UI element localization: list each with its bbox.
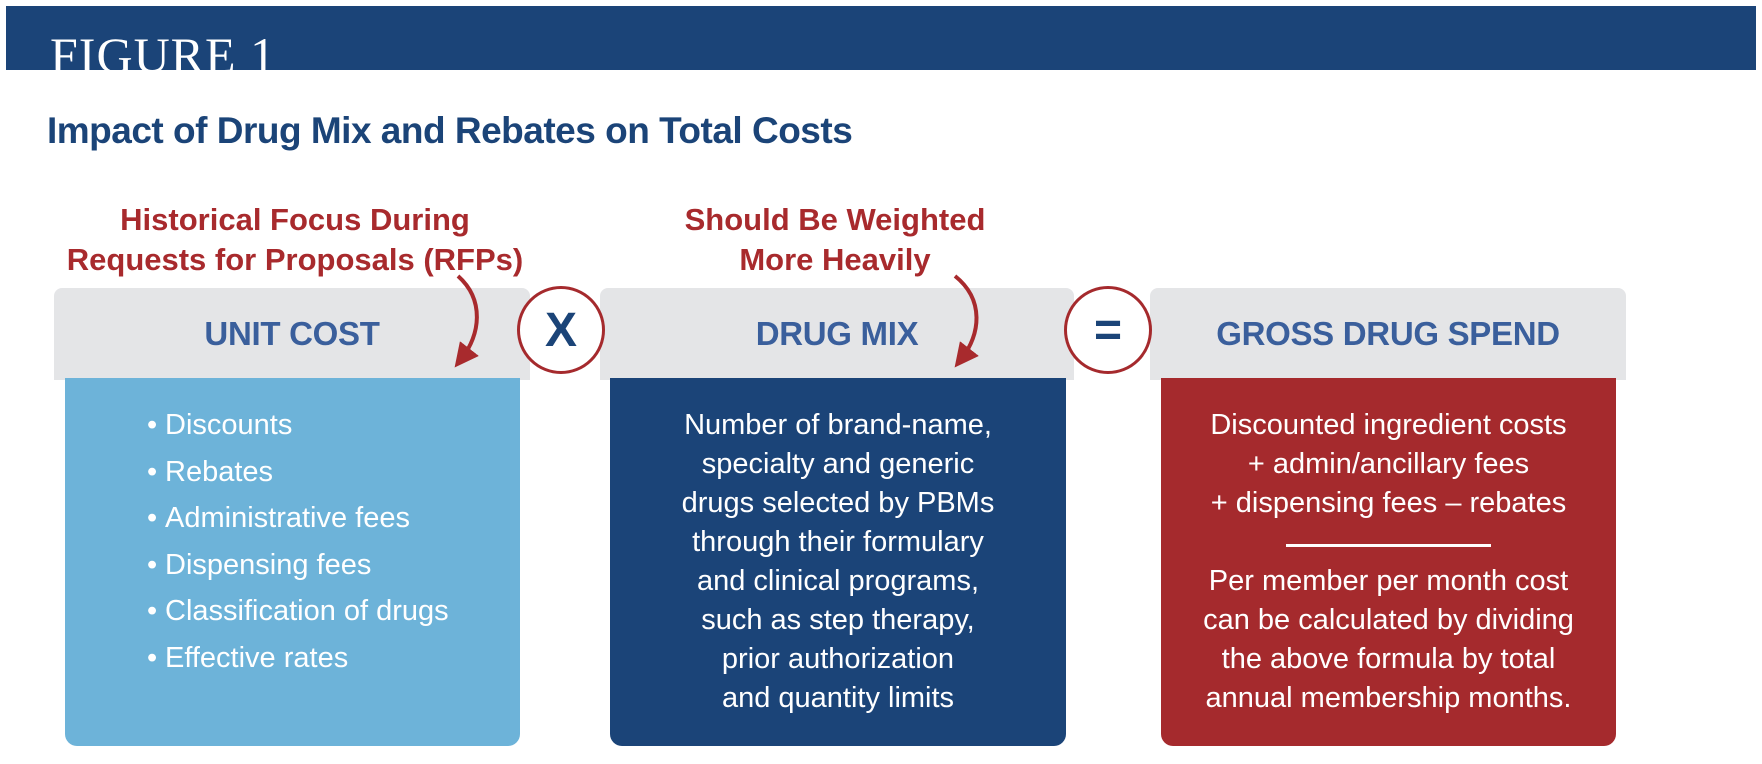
- annotation-line: Requests for Proposals (RFPs): [66, 242, 524, 277]
- list-item: • Administrative fees: [147, 502, 410, 534]
- list-item: • Effective rates: [147, 641, 349, 674]
- figure-title: Impact of Drug Mix and Rebates on Total …: [47, 110, 853, 151]
- equals-operator: =: [1064, 286, 1152, 374]
- drug-mix-heading: DRUG MIX: [755, 315, 919, 352]
- gross-drug-spend-header: GROSS DRUG SPEND: [1150, 288, 1626, 380]
- gross-drug-spend-box: Discounted ingredient costs + admin/anci…: [1161, 378, 1616, 746]
- list-item: • Rebates: [147, 455, 274, 488]
- unit-cost-box: • Discounts • Rebates • Administrative fees…: [65, 378, 520, 746]
- unit-cost-arrow: [454, 274, 479, 368]
- divider-rule: [1286, 544, 1491, 547]
- annotation-line: Should Be Weighted: [684, 202, 986, 237]
- multiply-operator: X: [517, 286, 605, 374]
- drug-mix-annotation: Should Be Weighted More Heavily: [645, 200, 1025, 280]
- unit-cost-annotation: Historical Focus During Requests for Pro…: [60, 200, 530, 280]
- drug-mix-arrow: [953, 274, 979, 368]
- list-item: • Discounts: [147, 409, 293, 441]
- list-item: • Dispensing fees: [147, 548, 372, 581]
- unit-cost-header: UNIT COST: [54, 288, 530, 380]
- unit-cost-list: • Discounts • Rebates • Administrative fees…: [147, 406, 449, 685]
- gross-drug-spend-heading: GROSS DRUG SPEND: [1216, 315, 1560, 352]
- spend-note: Per member per month cost can be calcula…: [1203, 565, 1574, 714]
- figure-label: FIGURE 1: [50, 30, 277, 70]
- drug-mix-header: DRUG MIX: [600, 288, 1074, 380]
- list-item: • Classification of drugs: [147, 595, 449, 627]
- annotation-line: More Heavily: [739, 242, 931, 277]
- annotation-line: Historical Focus During: [120, 202, 470, 237]
- figure-banner: [6, 6, 1756, 70]
- unit-cost-heading: UNIT COST: [204, 315, 380, 352]
- drug-mix-description: Number of brand-name, specialty and gene…: [681, 409, 995, 714]
- spend-formula: Discounted ingredient costs + admin/anci…: [1210, 409, 1567, 519]
- drug-mix-box: Number of brand-name, specialty and gene…: [610, 378, 1066, 746]
